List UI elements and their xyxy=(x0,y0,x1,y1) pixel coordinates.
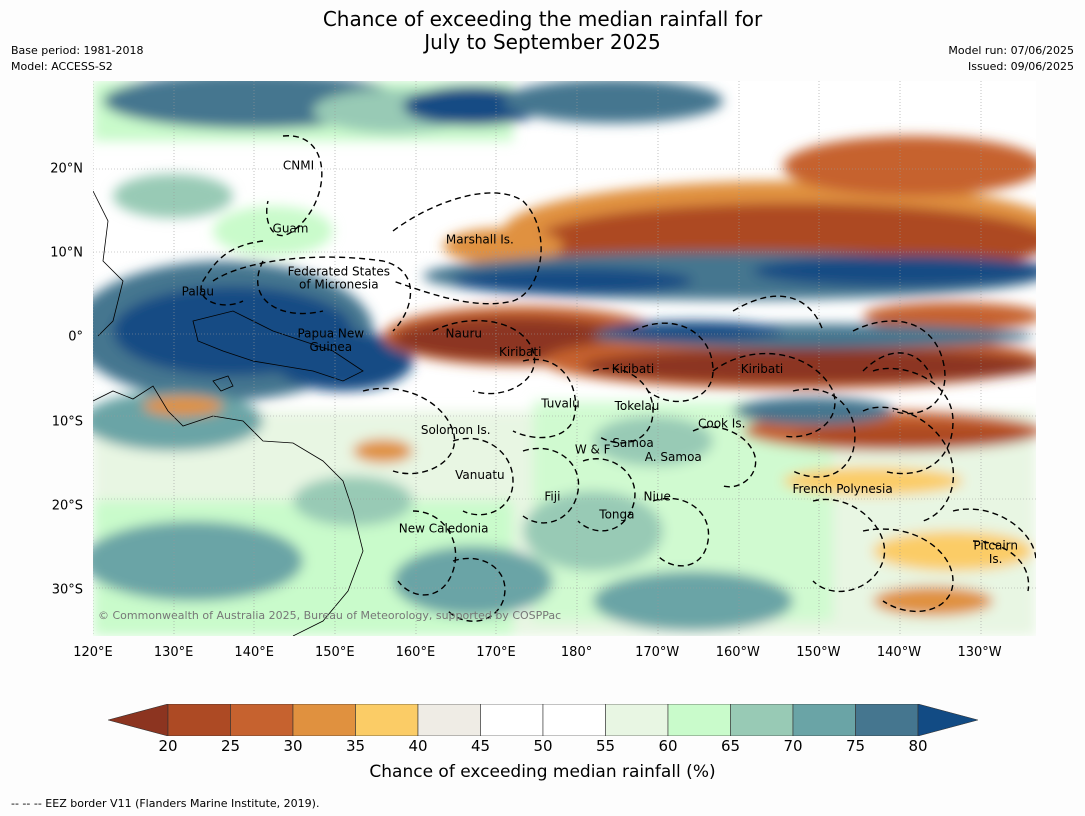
longitude-tick-label: 130°E xyxy=(153,645,194,660)
colorbar-over-arrow xyxy=(917,704,978,736)
region-label-kiribati: Kiribati xyxy=(612,362,654,376)
region-label-cnmi: CNMI xyxy=(283,158,314,172)
colorbar-tick-label: 50 xyxy=(533,737,553,755)
colorbar-under-arrow xyxy=(108,704,169,736)
colorbar-tick-label: 30 xyxy=(283,737,303,755)
colorbar-segment xyxy=(230,704,294,736)
rainfall-field xyxy=(93,81,1036,636)
latitude-tick-label: 10°N xyxy=(50,245,83,261)
colorbar-tick-label: 45 xyxy=(470,737,491,755)
graticule xyxy=(93,81,1036,636)
coastlines xyxy=(93,190,364,636)
region-label-marshall-is: Marshall Is. xyxy=(446,232,514,246)
colorbar xyxy=(108,704,978,736)
longitude-tick-label: 160°W xyxy=(715,645,760,660)
colorbar-segment xyxy=(605,704,669,736)
region-label-guam: Guam xyxy=(273,221,309,235)
colorbar-segment xyxy=(417,704,481,736)
colorbar-segment xyxy=(355,704,419,736)
colorbar-tick-label: 75 xyxy=(845,737,866,755)
colorbar-segment xyxy=(167,704,231,736)
copyright-notice: © Commonwealth of Australia 2025, Bureau… xyxy=(98,609,562,622)
latitude-tick-label: 0° xyxy=(68,329,83,345)
region-label-tokelau: Tokelau xyxy=(614,399,660,413)
metadata-left: Base period: 1981-2018 Model: ACCESS-S2 xyxy=(11,43,143,75)
longitude-tick-label: 170°E xyxy=(476,645,516,660)
region-label-fiji: Fiji xyxy=(544,490,560,504)
eez-borders xyxy=(200,135,1036,622)
region-label-niue: Niue xyxy=(644,490,671,504)
longitude-tick-label: 160°E xyxy=(395,645,436,660)
colorbar-segment xyxy=(480,704,544,736)
colorbar-segment xyxy=(792,704,856,736)
colorbar-segment xyxy=(542,704,606,736)
region-label-a-samoa: A. Samoa xyxy=(645,450,702,464)
region-label-kiribati: Kiribati xyxy=(499,345,541,359)
latitude-tick-label: 20°N xyxy=(50,161,83,177)
latitude-tick-label: 10°S xyxy=(51,414,83,430)
colorbar-segment xyxy=(855,704,919,736)
colorbar-segment xyxy=(730,704,794,736)
issued-date: Issued: 09/06/2025 xyxy=(967,60,1074,73)
longitude-tick-label: 170°W xyxy=(635,645,680,660)
longitude-tick-label: 120°E xyxy=(73,645,113,660)
colorbar-tick-label: 25 xyxy=(220,737,241,755)
region-label-palau: Palau xyxy=(182,284,214,298)
model-run-date: Model run: 07/06/2025 xyxy=(948,44,1074,57)
region-label-cook-is: Cook Is. xyxy=(698,417,745,431)
region-label-tuvalu: Tuvalu xyxy=(540,396,580,410)
latitude-tick-label: 30°S xyxy=(51,582,83,598)
eez-footnote: -- -- -- EEZ border V11 (Flanders Marine… xyxy=(11,797,320,810)
map-title-line-1: Chance of exceeding the median rainfall … xyxy=(322,7,763,31)
longitude-tick-label: 140°E xyxy=(234,645,274,660)
region-label-guinea: Guinea xyxy=(310,340,353,354)
region-label-federated-states: Federated States xyxy=(288,264,390,278)
colorbar-segment xyxy=(667,704,731,736)
colorbar-tick-label: 60 xyxy=(658,737,678,755)
colorbar-tick-label: 80 xyxy=(908,737,928,755)
longitude-tick-label: 130°W xyxy=(957,645,1002,660)
region-label-french-polynesia: French Polynesia xyxy=(792,482,892,496)
colorbar-tick-label: 70 xyxy=(783,737,803,755)
colorbar-segment xyxy=(292,704,356,736)
region-label-samoa: Samoa xyxy=(612,436,653,450)
model-name: Model: ACCESS-S2 xyxy=(11,60,113,73)
region-label-tonga: Tonga xyxy=(598,507,634,521)
region-label-of-micronesia: of Micronesia xyxy=(299,278,379,292)
region-label-pitcairn: Pitcairn xyxy=(973,538,1018,552)
colorbar-tick-label: 40 xyxy=(408,737,428,755)
region-label-is: Is. xyxy=(989,552,1003,566)
region-label-vanuatu: Vanuatu xyxy=(455,468,505,482)
region-label-w-f: W & F xyxy=(575,443,611,457)
region-label-new-caledonia: New Caledonia xyxy=(399,522,489,536)
map-title-line-2: July to September 2025 xyxy=(424,30,661,54)
colorbar-tick-label: 35 xyxy=(345,737,366,755)
region-label-kiribati: Kiribati xyxy=(741,362,783,376)
longitude-tick-label: 150°W xyxy=(796,645,841,660)
colorbar-tick-label: 20 xyxy=(158,737,178,755)
base-period: Base period: 1981-2018 xyxy=(11,44,144,57)
latitude-tick-label: 20°S xyxy=(51,498,83,514)
region-label-papua-new: Papua New xyxy=(297,327,364,341)
colorbar-tick-label: 55 xyxy=(595,737,616,755)
metadata-right: Model run: 07/06/2025 Issued: 09/06/2025 xyxy=(948,43,1074,75)
longitude-tick-label: 150°E xyxy=(315,645,355,660)
colorbar-tick-label: 65 xyxy=(720,737,741,755)
longitude-tick-label: 180° xyxy=(560,645,593,660)
longitude-tick-label: 140°W xyxy=(876,645,922,660)
region-label-solomon-is: Solomon Is. xyxy=(421,423,491,437)
region-label-nauru: Nauru xyxy=(446,327,482,341)
colorbar-title: Chance of exceeding median rainfall (%) xyxy=(369,762,716,782)
